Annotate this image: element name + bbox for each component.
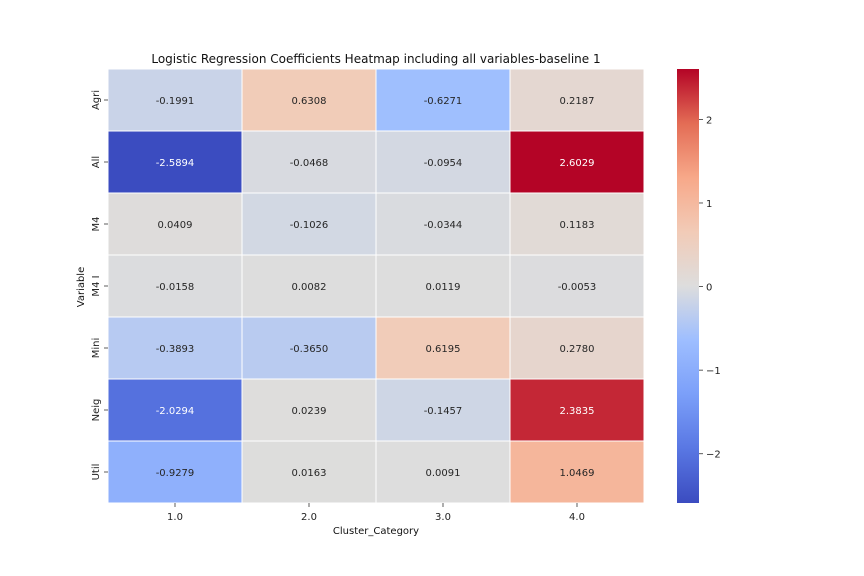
y-axis-title: Variable	[76, 267, 87, 308]
x-tick-label: 1.0	[167, 512, 183, 523]
heatmap-cell	[509, 254, 645, 318]
heatmap-cell	[107, 130, 243, 194]
cell-value-label: -0.1991	[156, 96, 195, 107]
cell-value-label: -0.0158	[156, 282, 195, 293]
heatmap-cell	[107, 68, 243, 132]
heatmap-cell	[375, 68, 511, 132]
cell-value-label: 2.3835	[560, 406, 595, 417]
colorbar	[677, 69, 699, 503]
cell-value-label: 0.0091	[426, 468, 461, 479]
cell-value-label: -0.0468	[290, 158, 329, 169]
heatmap-cell	[241, 254, 377, 318]
colorbar-tick-label: 1	[706, 199, 712, 210]
y-tick-label: Util	[91, 464, 102, 481]
cell-value-label: -0.3650	[290, 344, 329, 355]
colorbar-tick-label: 0	[706, 283, 712, 294]
y-tick-label: All	[91, 156, 102, 168]
colorbar-ticks: −2 −1 0 1 2	[699, 115, 721, 461]
heatmap-cell	[241, 68, 377, 132]
y-tick-label: Neig	[91, 399, 102, 422]
y-tick-label: M4	[91, 217, 102, 232]
heatmap-cell	[241, 130, 377, 194]
x-axis-title: Cluster_Category	[333, 526, 419, 537]
y-tick-label: Mini	[91, 338, 102, 359]
cell-value-label: -0.0954	[424, 158, 463, 169]
cell-value-label: 0.0082	[292, 282, 327, 293]
cell-value-label: -0.1457	[424, 406, 463, 417]
heatmap-cell	[509, 440, 645, 504]
y-tick-label: M4 I	[91, 275, 102, 296]
cell-value-label: 0.0163	[292, 468, 327, 479]
cell-value-label: -0.1026	[290, 220, 329, 231]
heatmap-cell	[107, 254, 243, 318]
cell-value-label: 1.0469	[560, 468, 595, 479]
cell-value-label: 0.0239	[292, 406, 327, 417]
heatmap-cell	[241, 192, 377, 256]
heatmap-cell	[509, 192, 645, 256]
cell-value-label: 0.6195	[426, 344, 461, 355]
cell-value-label: 0.2187	[560, 96, 595, 107]
heatmap-cell	[375, 378, 511, 442]
x-tick-label: 4.0	[569, 512, 585, 523]
colorbar-tick-label: −1	[706, 366, 721, 377]
heatmap-cell	[509, 316, 645, 380]
cell-value-label: 0.2780	[560, 344, 595, 355]
cell-value-label: -0.0344	[424, 220, 463, 231]
heatmap-cell	[107, 440, 243, 504]
cell-value-label: -2.0294	[156, 406, 195, 417]
heatmap-cell	[107, 316, 243, 380]
cell-value-label: 0.0119	[426, 282, 461, 293]
x-axis-ticks: 1.0 2.0 3.0 4.0	[167, 503, 585, 523]
cell-value-label: -2.5894	[156, 158, 195, 169]
colorbar-tick-label: −2	[706, 450, 721, 461]
heatmap-cell	[509, 68, 645, 132]
cell-value-label: -0.0053	[558, 282, 597, 293]
cell-value-label: -0.3893	[156, 344, 195, 355]
cell-value-label: -0.6271	[424, 96, 463, 107]
heatmap-cells: -0.1991 0.6308 -0.6271 0.2187 -2.5894 -0.0468…	[107, 68, 645, 504]
x-tick-label: 3.0	[435, 512, 451, 523]
heatmap-cell	[509, 378, 645, 442]
colorbar-tick-label: 2	[706, 115, 712, 126]
heatmap-cell	[509, 130, 645, 194]
heatmap-cell	[107, 378, 243, 442]
x-tick-label: 2.0	[301, 512, 317, 523]
y-axis-ticks: Agri All M4 M4 I Mini Neig Util	[91, 90, 108, 480]
heatmap-cell	[375, 316, 511, 380]
heatmap-cell	[241, 316, 377, 380]
y-tick-label: Agri	[91, 90, 102, 110]
chart-title: Logistic Regression Coefficients Heatmap…	[151, 52, 600, 66]
cell-value-label: -0.9279	[156, 468, 195, 479]
heatmap-cell	[375, 440, 511, 504]
heatmap-cell	[241, 378, 377, 442]
cell-value-label: 0.1183	[560, 220, 595, 231]
cell-value-label: 2.6029	[560, 158, 595, 169]
cell-value-label: 0.0409	[158, 220, 193, 231]
cell-value-label: 0.6308	[292, 96, 327, 107]
